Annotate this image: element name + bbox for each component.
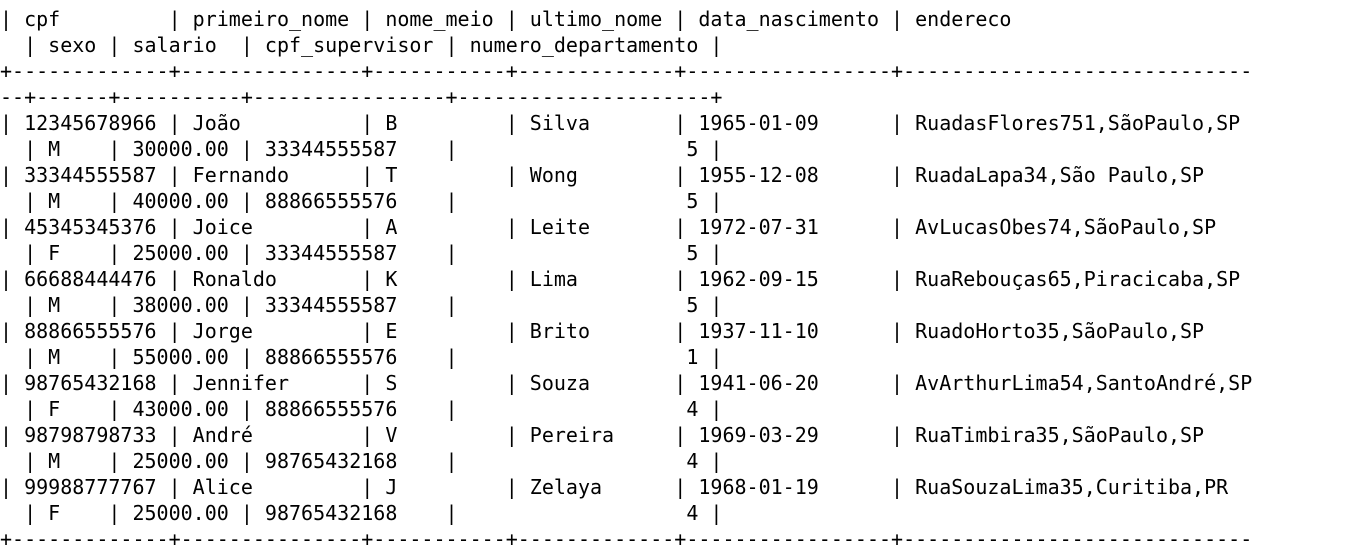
table-row: | 99988777767 | Alice | J | Zelaya | 196…	[0, 475, 1229, 499]
table-row-continuation: | M | 30000.00 | 33344555587 | 5 |	[0, 137, 723, 161]
table-row: | 98765432168 | Jennifer | S | Souza | 1…	[0, 371, 1253, 395]
table-row-continuation: | F | 43000.00 | 88866555576 | 4 |	[0, 397, 723, 421]
table-row-continuation: | M | 25000.00 | 98765432168 | 4 |	[0, 449, 723, 473]
table-row: | 45345345376 | Joice | A | Leite | 1972…	[0, 215, 1217, 239]
table-row: | 88866555576 | Jorge | E | Brito | 1937…	[0, 319, 1205, 343]
table-row: | 98798798733 | André | V | Pereira | 19…	[0, 423, 1205, 447]
header-line-1: | cpf | primeiro_nome | nome_meio | ulti…	[0, 7, 1012, 31]
table-row-continuation: | F | 25000.00 | 98765432168 | 4 |	[0, 501, 723, 525]
separator-line-2: --+------+----------+----------------+--…	[0, 85, 723, 109]
table-row-continuation: | M | 55000.00 | 88866555576 | 1 |	[0, 345, 723, 369]
table-row-continuation: | F | 25000.00 | 33344555587 | 5 |	[0, 241, 723, 265]
table-row-continuation: | M | 38000.00 | 33344555587 | 5 |	[0, 293, 723, 317]
table-row: | 66688444476 | Ronaldo | K | Lima | 196…	[0, 267, 1241, 291]
table-row: | 12345678966 | João | B | Silva | 1965-…	[0, 111, 1241, 135]
table-row-continuation: | M | 40000.00 | 88866555576 | 5 |	[0, 189, 723, 213]
table-row: | 33344555587 | Fernando | T | Wong | 19…	[0, 163, 1205, 187]
header-line-2: | sexo | salario | cpf_supervisor | nume…	[0, 33, 723, 57]
footer-separator-line: +-------------+---------------+---------…	[0, 527, 1253, 551]
separator-line-1: +-------------+---------------+---------…	[0, 59, 1253, 83]
